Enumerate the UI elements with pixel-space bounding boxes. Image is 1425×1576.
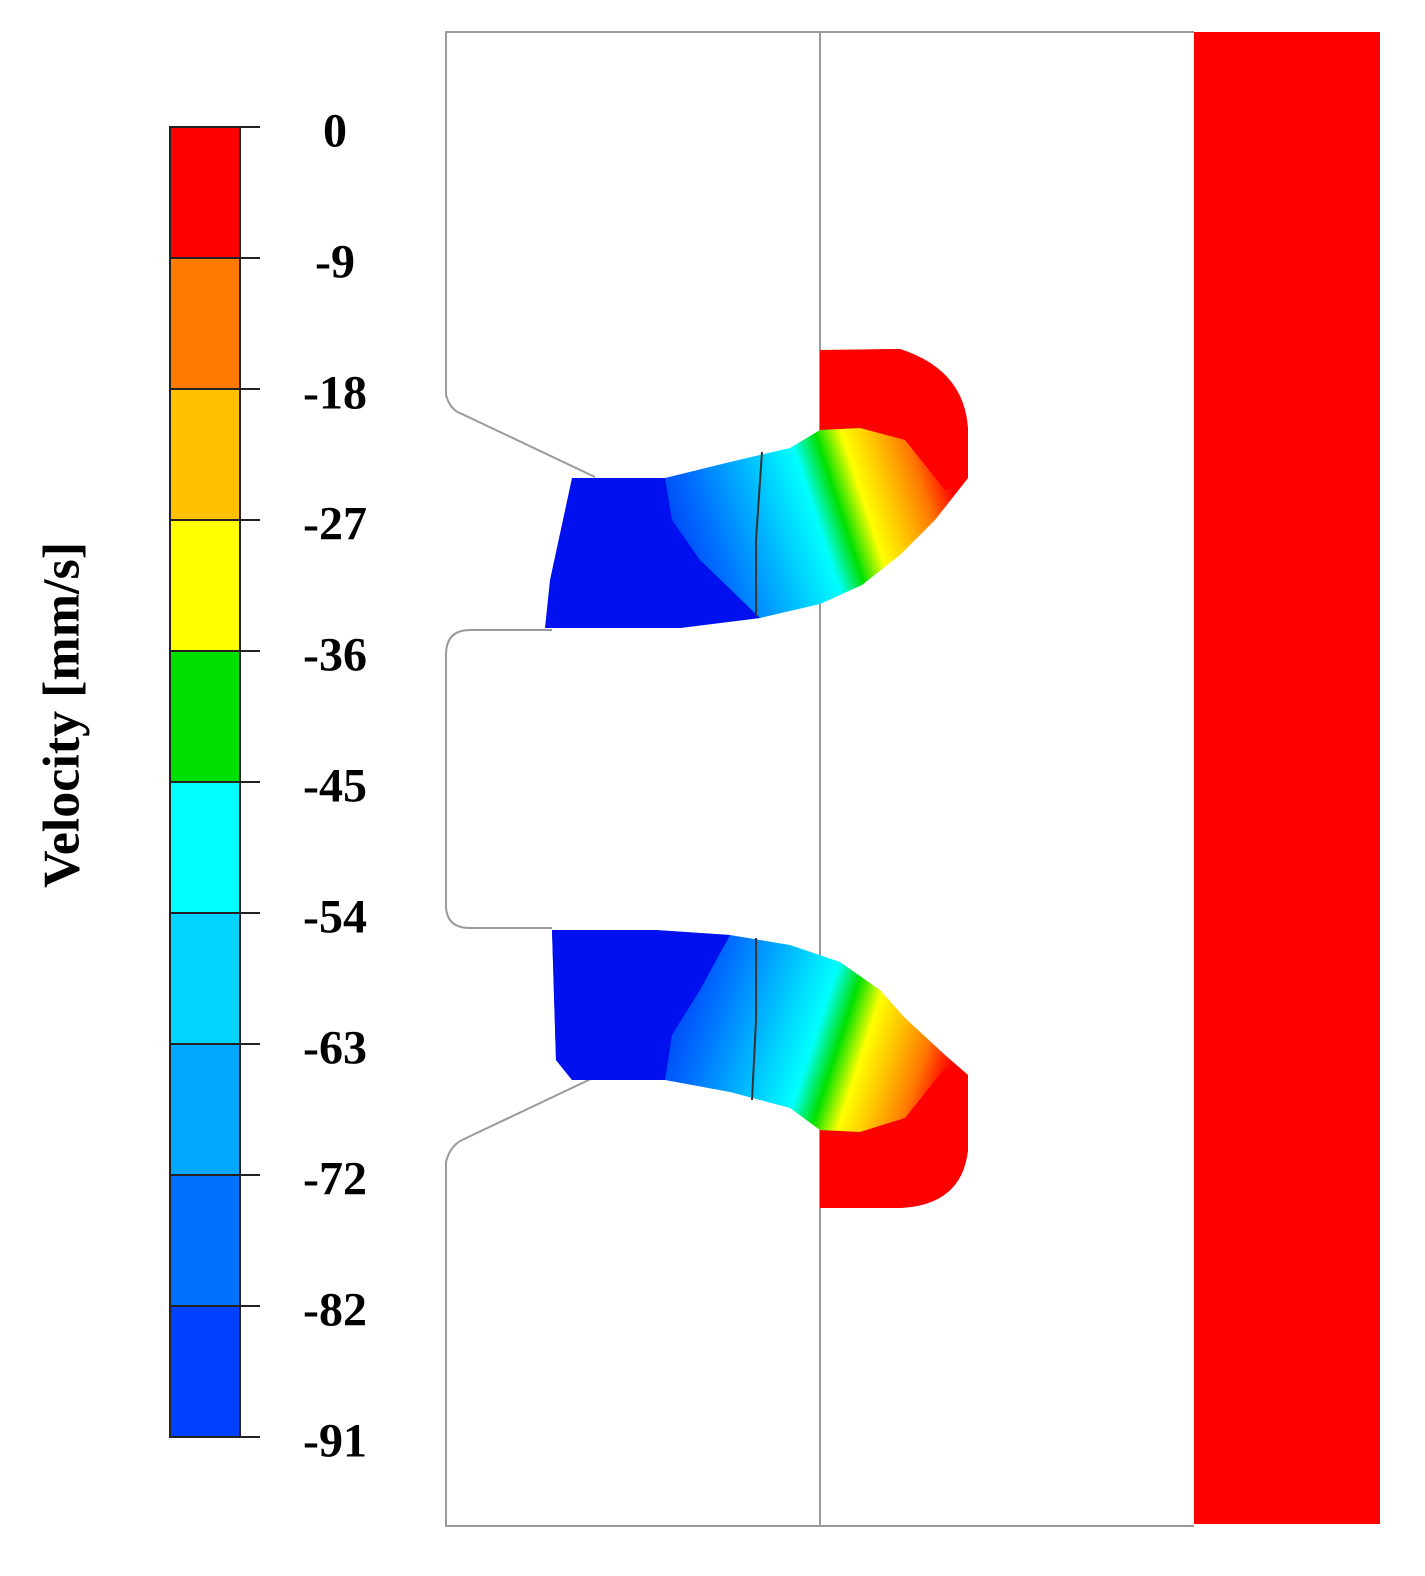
rigid-die — [1194, 32, 1380, 1524]
legend-band-8 — [170, 1175, 240, 1307]
lower-deep-blue-region — [552, 930, 730, 1080]
legend-band-3 — [170, 520, 240, 652]
legend-tick-label: -36 — [303, 628, 367, 682]
legend-tick-label: -27 — [303, 497, 367, 551]
upper-deep-blue-region — [545, 478, 760, 628]
legend-tick-label: -91 — [303, 1414, 367, 1468]
upper-flow-cap — [820, 349, 968, 490]
legend-tick-label: -72 — [303, 1152, 367, 1206]
legend-band-4 — [170, 651, 240, 783]
legend-tick-label: -82 — [303, 1283, 367, 1337]
legend-band-7 — [170, 1044, 240, 1176]
lower-shear-line — [751, 938, 757, 1101]
workpiece-outline — [445, 31, 1194, 1527]
outline-bottom-block — [445, 1076, 820, 1527]
legend-tick-label: 0 — [323, 104, 347, 158]
legend-tick-label: -45 — [303, 759, 367, 813]
outline-middle-block — [445, 629, 552, 929]
legend-band-2 — [170, 389, 240, 521]
legend-tick-marks — [170, 126, 260, 1438]
lower-flow-cap — [820, 1068, 968, 1208]
legend-title: Velocity [mm/s] — [33, 541, 91, 889]
legend-tick-label: -18 — [303, 366, 367, 420]
legend-tick-label: -54 — [303, 890, 367, 944]
legend-band-5 — [170, 782, 240, 914]
legend-band-9 — [170, 1306, 240, 1438]
outline-top-block — [445, 31, 820, 478]
upper-shear-line — [755, 451, 763, 616]
legend-band-1 — [170, 258, 240, 390]
legend-tick-label: -9 — [315, 235, 355, 289]
legend-band-0 — [170, 127, 240, 259]
legend-band-6 — [170, 913, 240, 1045]
legend-tick-label: -63 — [303, 1021, 367, 1075]
legend-color-bar — [169, 126, 241, 1438]
